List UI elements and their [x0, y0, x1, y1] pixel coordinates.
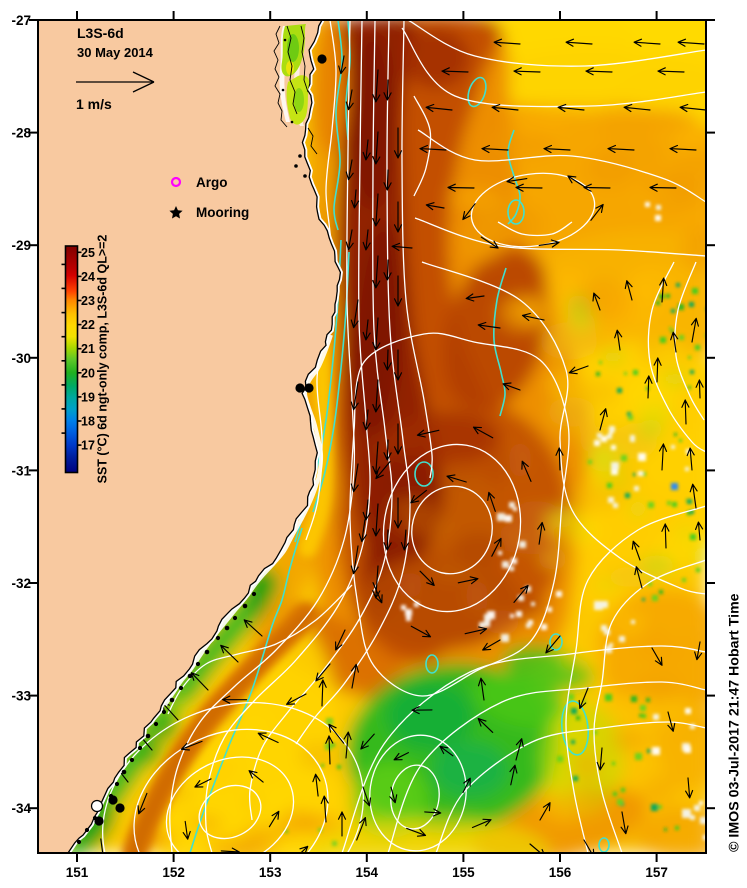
svg-text:-31: -31 — [11, 463, 31, 478]
svg-text:SST (°C) 6d ngt-only comp, L3S: SST (°C) 6d ngt-only comp, L3S-6d QL>=2 — [96, 235, 110, 484]
svg-text:18: 18 — [81, 415, 95, 429]
svg-text:151: 151 — [66, 865, 89, 880]
svg-text:21: 21 — [81, 342, 95, 356]
svg-text:-33: -33 — [11, 689, 31, 704]
svg-text:19: 19 — [81, 390, 95, 404]
svg-text:155: 155 — [452, 865, 475, 880]
svg-text:-34: -34 — [11, 801, 31, 816]
svg-text:30 May 2014: 30 May 2014 — [77, 45, 154, 60]
svg-text:-30: -30 — [11, 351, 31, 366]
svg-text:-29: -29 — [11, 238, 31, 253]
svg-text:20: 20 — [81, 366, 95, 380]
svg-text:152: 152 — [162, 865, 185, 880]
svg-text:24: 24 — [81, 270, 95, 284]
svg-text:154: 154 — [356, 865, 379, 880]
svg-text:17: 17 — [81, 439, 95, 453]
svg-text:153: 153 — [259, 865, 282, 880]
svg-text:L3S-6d: L3S-6d — [77, 25, 124, 41]
svg-text:© IMOS 03-Jul-2017 21:47 Hobar: © IMOS 03-Jul-2017 21:47 Hobart Time — [727, 593, 743, 852]
svg-text:-32: -32 — [11, 576, 31, 591]
svg-text:-27: -27 — [11, 13, 31, 28]
svg-text:157: 157 — [645, 865, 668, 880]
svg-text:23: 23 — [81, 294, 95, 308]
svg-text:22: 22 — [81, 318, 95, 332]
svg-text:-28: -28 — [11, 126, 31, 141]
svg-text:1 m/s: 1 m/s — [76, 96, 112, 112]
svg-text:25: 25 — [81, 246, 95, 260]
svg-text:Mooring: Mooring — [196, 205, 249, 220]
svg-text:156: 156 — [549, 865, 572, 880]
svg-text:Argo: Argo — [196, 175, 228, 190]
